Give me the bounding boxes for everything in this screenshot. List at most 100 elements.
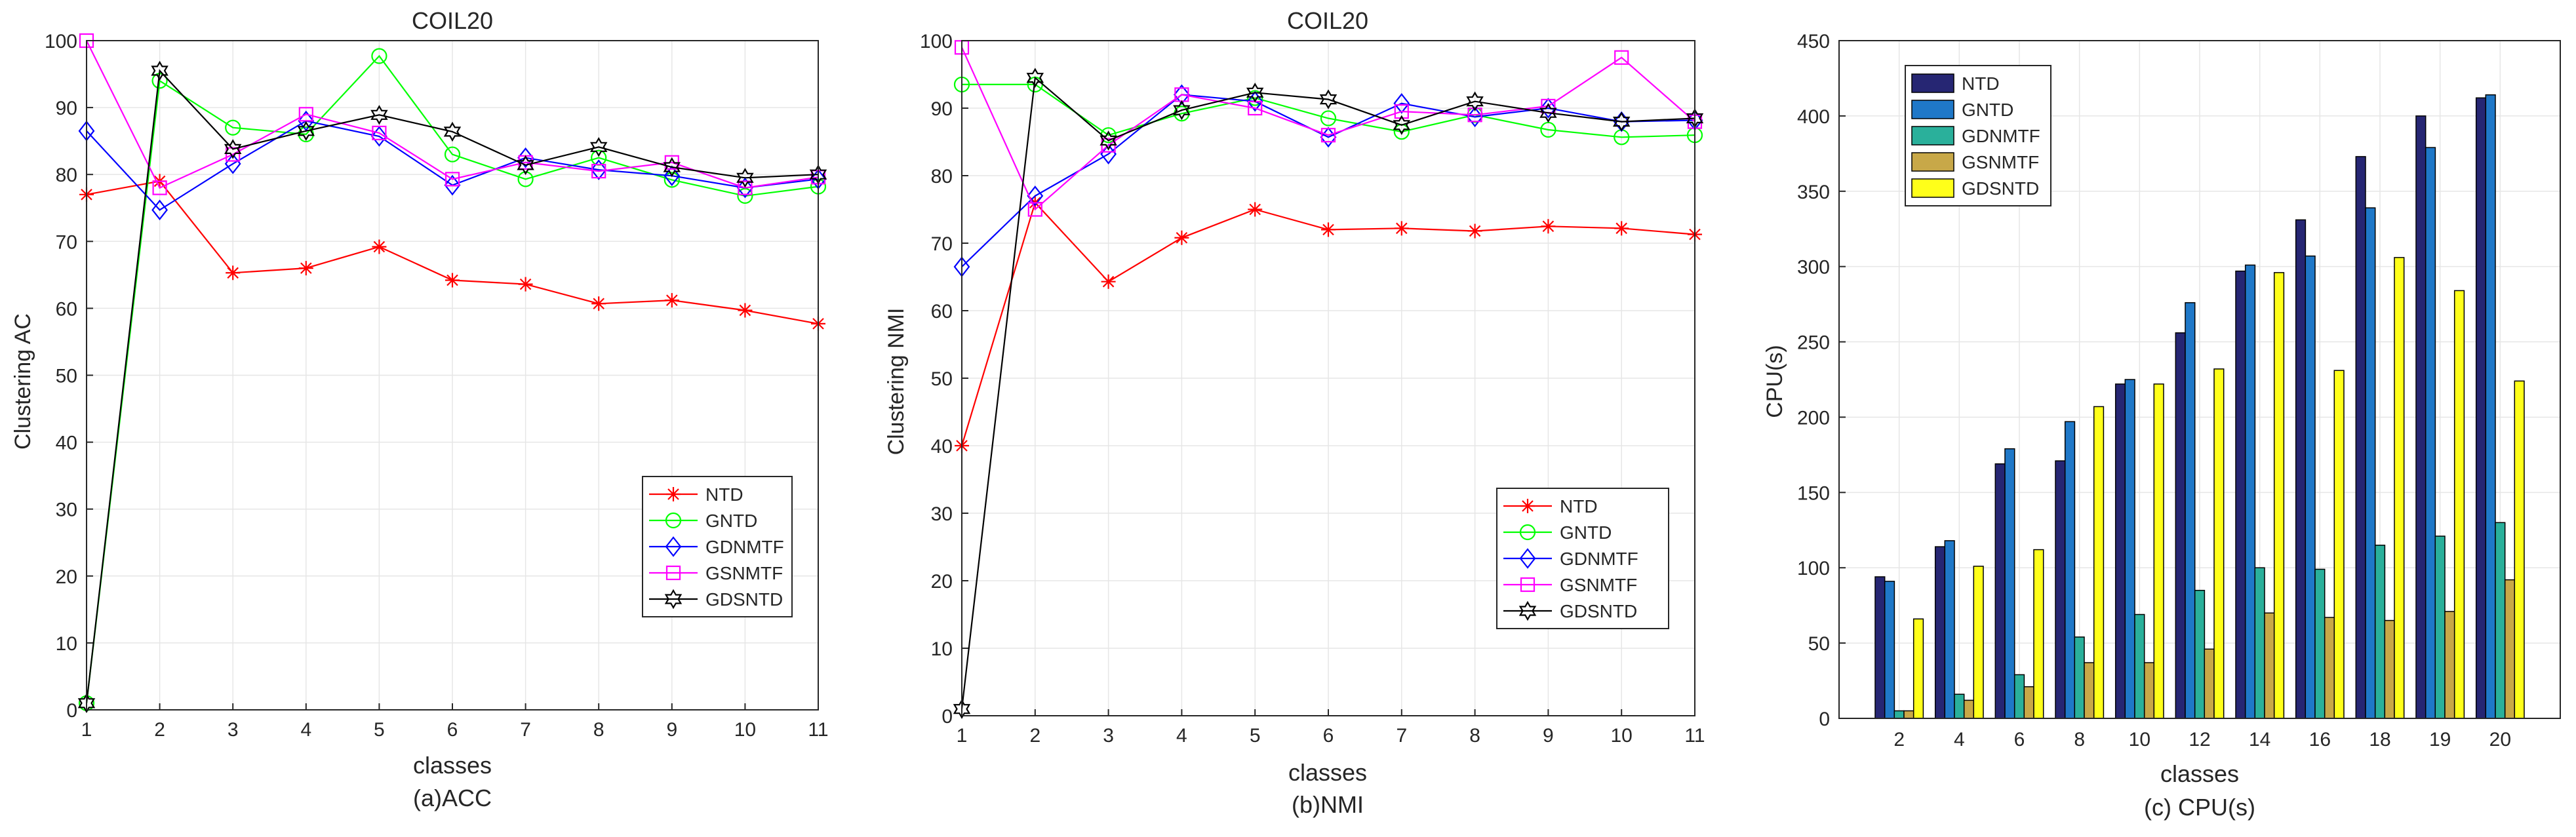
nmi-gdnmtf-point	[1100, 144, 1117, 165]
acc-gsnmtf-point	[298, 107, 313, 122]
nmi-gsnmtf-point	[1614, 50, 1629, 65]
cpu-legend: NTD GNTD GDNMTF GSNMTF GDSNTD	[1905, 65, 2051, 206]
cpu-gdsntd-bar	[2093, 406, 2105, 719]
cpu-legend-label: GNTD	[1962, 100, 2013, 120]
acc-legend-label: GDSNTD	[705, 589, 783, 610]
nmi-legend-label: NTD	[1560, 496, 1598, 516]
cpu-axes-frame	[1838, 40, 2561, 719]
nmi-gsnmtf-point	[1394, 104, 1409, 119]
cpu-gdnmtf-bar	[2434, 535, 2446, 719]
acc-legend: NTD GNTD GDNMTF GSNMTF GDSNTD	[642, 476, 793, 617]
nmi-ntd-point	[1321, 222, 1336, 237]
cpu-chart: CPU(s) classes (c) CPU(s) 0 50 100 150 200 25…	[1762, 31, 2561, 821]
nmi-gdnmtf-line	[961, 94, 1695, 267]
nmi-gdsntd-point	[1173, 100, 1191, 121]
acc-gdsntd-point	[517, 155, 534, 176]
nmi-axes-frame	[961, 40, 1695, 716]
acc-y-tick-label: 30	[56, 499, 77, 521]
cpu-legend-swatch	[1911, 126, 1954, 146]
cpu-legend-label: GDNMTF	[1962, 126, 2040, 146]
acc-x-tick-label: 7	[520, 719, 531, 741]
acc-ntd-point	[445, 273, 460, 288]
cpu-gntd-bar	[2485, 94, 2496, 719]
nmi-legend-marker	[1519, 548, 1536, 569]
acc-series-gdsntd	[77, 60, 827, 714]
nmi-gdsntd-point	[1026, 68, 1044, 88]
cpu-x-tick-label: 19	[2429, 729, 2451, 750]
nmi-y-tick-label: 50	[931, 368, 953, 390]
cpu-gntd-bar	[1884, 581, 1895, 719]
acc-gdnmtf-point	[298, 110, 315, 132]
nmi-gsnmtf-point	[1320, 128, 1336, 143]
acc-x-tick-label: 9	[666, 719, 677, 741]
acc-ntd-point	[664, 293, 679, 308]
cpu-ntd-bar	[1874, 576, 1886, 719]
cpu-gdsntd-bar	[2273, 272, 2285, 719]
acc-y-axis-label: Clustering AC	[10, 313, 35, 450]
acc-legend-label: GNTD	[705, 511, 757, 531]
acc-x-tick-label: 6	[447, 719, 458, 741]
nmi-ntd-point	[1174, 230, 1189, 245]
acc-gdnmtf-point	[371, 126, 387, 147]
cpu-x-axis-label: classes	[2160, 760, 2239, 787]
cpu-legend-swatch	[1911, 178, 1954, 198]
nmi-x-tick-label: 6	[1323, 725, 1334, 747]
acc-gdsntd-point	[589, 137, 608, 157]
nmi-gntd-point	[1320, 110, 1337, 127]
acc-gsnmtf-point	[226, 147, 241, 162]
acc-gsnmtf-point	[445, 172, 460, 187]
acc-ntd-point	[372, 239, 387, 254]
cpu-x-tick-label: 18	[2369, 729, 2390, 750]
acc-x-tick-label: 3	[228, 719, 239, 741]
cpu-gdnmtf-bar	[1893, 710, 1905, 719]
cpu-gsnmtf-bar	[2143, 662, 2155, 719]
acc-gdsntd-line	[85, 69, 819, 703]
nmi-chart-title: COIL20	[1287, 7, 1368, 34]
cpu-gdsntd-bar	[2033, 549, 2044, 719]
cpu-gdsntd-bar	[1973, 566, 1984, 719]
cpu-gdsntd-bar	[1912, 618, 1924, 719]
nmi-legend-label: GSNMTF	[1560, 575, 1637, 595]
nmi-legend-marker	[1518, 600, 1537, 621]
cpu-gdnmtf-bar	[2194, 589, 2206, 719]
nmi-gsnmtf-point	[1467, 107, 1482, 123]
cpu-gsnmtf-bar	[2444, 611, 2455, 719]
acc-gdsntd-point	[370, 105, 388, 125]
acc-x-tick-label: 10	[734, 719, 756, 741]
acc-legend-label: GSNMTF	[705, 563, 783, 583]
cpu-y-tick-label: 50	[1808, 633, 1830, 655]
cpu-gdnmtf-bar	[2134, 613, 2145, 719]
cpu-gsnmtf-bar	[2204, 648, 2215, 719]
nmi-gdsntd-point	[1612, 111, 1631, 132]
cpu-gdsntd-bar	[2153, 383, 2164, 719]
acc-gntd-point	[371, 48, 387, 64]
acc-gdsntd-point	[77, 693, 96, 714]
cpu-y-tick-label: 150	[1797, 482, 1830, 504]
acc-x-axis-label: classes	[413, 752, 492, 779]
acc-axes-frame	[86, 40, 819, 710]
nmi-legend-marker	[1519, 524, 1536, 541]
cpu-x-tick-label: 10	[2129, 729, 2150, 750]
cpu-x-tick-label: 16	[2309, 729, 2331, 750]
nmi-gntd-line	[962, 83, 1695, 138]
acc-chart: COIL20 Clustering AC classes (a)ACC 1 2 3 4…	[10, 7, 829, 811]
cpu-gntd-bar	[2425, 147, 2436, 719]
cpu-series-gdnmtf	[1893, 522, 2506, 719]
nmi-ntd-point	[1614, 221, 1629, 236]
nmi-gdsntd-point	[1100, 130, 1117, 151]
nmi-x-tick-label: 5	[1250, 725, 1261, 747]
cpu-legend-label: GDSNTD	[1962, 178, 2039, 199]
cpu-y-axis-label: CPU(s)	[1762, 345, 1787, 418]
nmi-y-tick-label: 60	[931, 301, 953, 322]
acc-gsnmtf-point	[372, 125, 387, 140]
nmi-gdsntd-point	[1246, 83, 1264, 103]
acc-gdsntd-point	[443, 121, 462, 142]
cpu-x-tick-label: 20	[2489, 729, 2511, 750]
acc-x-tick-label: 8	[593, 719, 604, 741]
cpu-gsnmtf-bar	[1903, 710, 1914, 719]
cpu-gsnmtf-bar	[2324, 617, 2335, 719]
cpu-ntd-bar	[2295, 219, 2307, 719]
acc-gntd-point	[737, 187, 753, 204]
acc-y-tick-label: 60	[56, 298, 77, 320]
acc-ntd-point	[226, 265, 241, 281]
